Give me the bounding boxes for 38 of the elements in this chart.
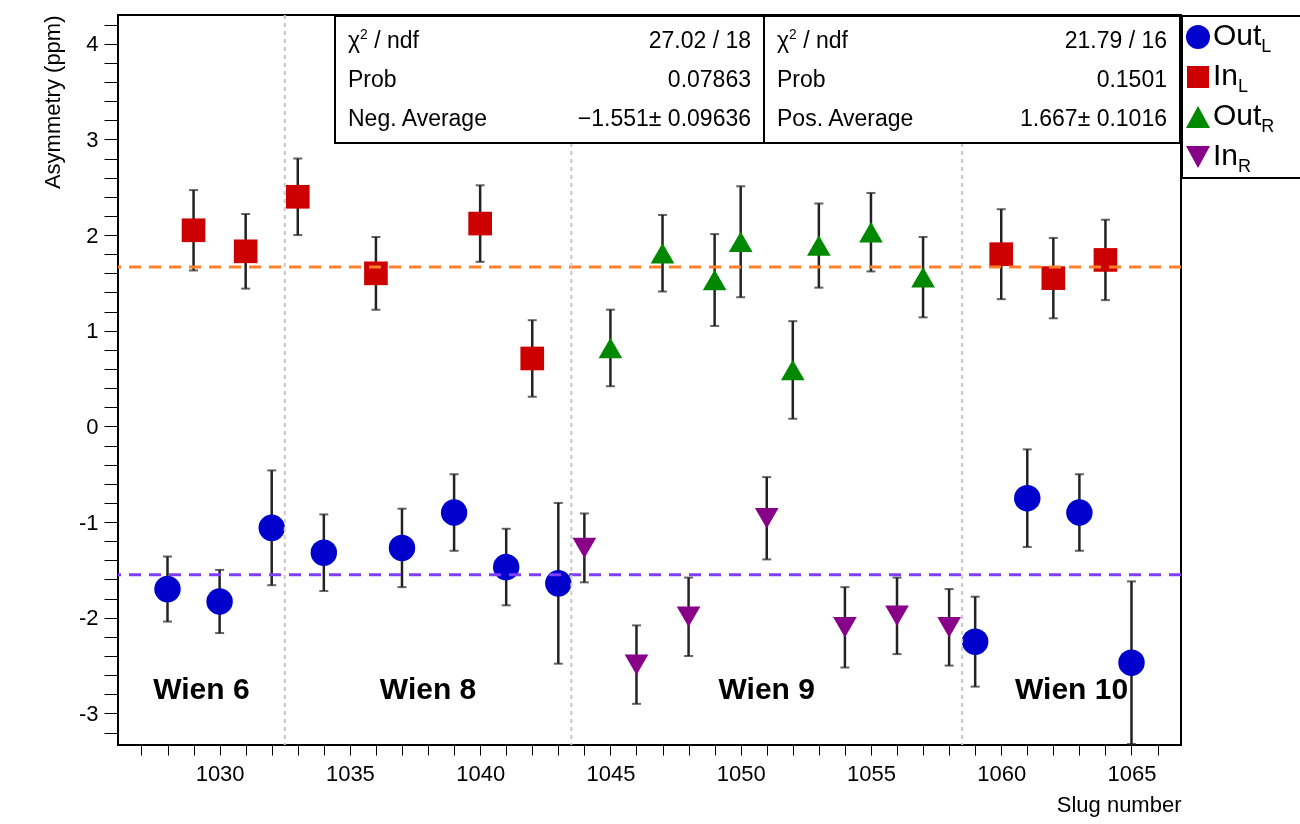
annotation: χ$^{2}$ / ndf [348,27,419,54]
x-tick-label: 1065 [1107,760,1157,786]
annotation: Neg. Average [348,105,487,132]
annotation: Wien 9 [718,672,815,706]
legend-label: In$_{R}$ [1213,137,1252,177]
x-tick-label: 1035 [325,760,375,786]
y-tick-label: -1 [78,509,99,535]
x-tick-label: 1055 [846,760,896,786]
x-tick-label: 1045 [586,760,636,786]
annotation: Wien 10 [1015,672,1129,706]
annotation: 27.02 / 18 [648,27,751,54]
y-tick-label: 1 [86,318,99,344]
legend-label: Out$_{R}$ [1213,97,1275,137]
annotation: Prob [777,66,826,93]
annotation: Prob [348,66,397,93]
annotation: χ$^{2}$ / ndf [777,27,848,54]
x-axis-title: Slug number [1056,791,1182,817]
y-tick-label: -3 [78,700,99,726]
annotation: 0.1501 [1096,66,1167,93]
y-tick-label: 3 [86,126,99,152]
y-tick-label: -2 [78,605,99,631]
y-tick-label: 2 [86,222,99,248]
annotation: Wien 6 [153,672,250,706]
annotation: Pos. Average [777,105,914,132]
x-tick-label: 1060 [977,760,1027,786]
y-axis-title: Asymmetry (ppm) [39,15,65,190]
y-tick-label: 4 [86,31,99,57]
annotation: 0.07863 [667,66,751,93]
x-tick-label: 1050 [716,760,766,786]
annotation: Wien 8 [379,672,477,706]
annotation: 1.667± 0.1016 [1020,105,1167,132]
annotation: 21.79 / 16 [1064,27,1167,54]
legend-label: Out$_{L}$ [1213,17,1272,57]
x-tick-label: 1030 [195,760,245,786]
annotation: −1.551± 0.09636 [577,105,751,132]
legend-label: In$_{L}$ [1213,57,1249,97]
x-tick-label: 1040 [456,760,506,786]
y-tick-label: 0 [86,413,99,439]
